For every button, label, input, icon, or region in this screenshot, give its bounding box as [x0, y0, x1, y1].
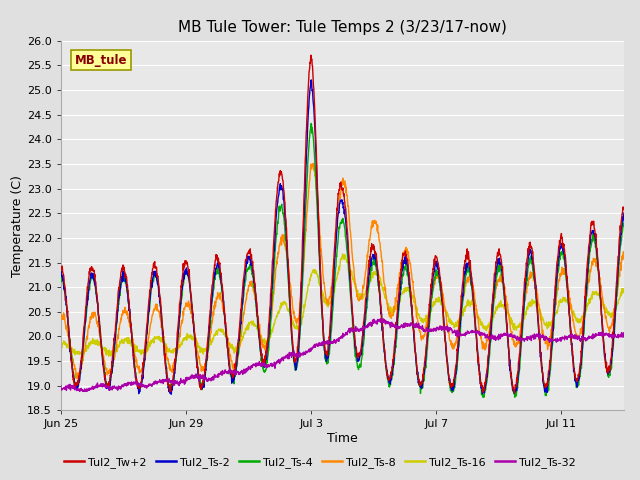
X-axis label: Time: Time — [327, 432, 358, 445]
Title: MB Tule Tower: Tule Temps 2 (3/23/17-now): MB Tule Tower: Tule Temps 2 (3/23/17-now… — [178, 21, 507, 36]
Text: MB_tule: MB_tule — [75, 54, 127, 67]
Legend: Tul2_Tw+2, Tul2_Ts-2, Tul2_Ts-4, Tul2_Ts-8, Tul2_Ts-16, Tul2_Ts-32: Tul2_Tw+2, Tul2_Ts-2, Tul2_Ts-4, Tul2_Ts… — [60, 452, 580, 472]
Y-axis label: Temperature (C): Temperature (C) — [11, 175, 24, 276]
